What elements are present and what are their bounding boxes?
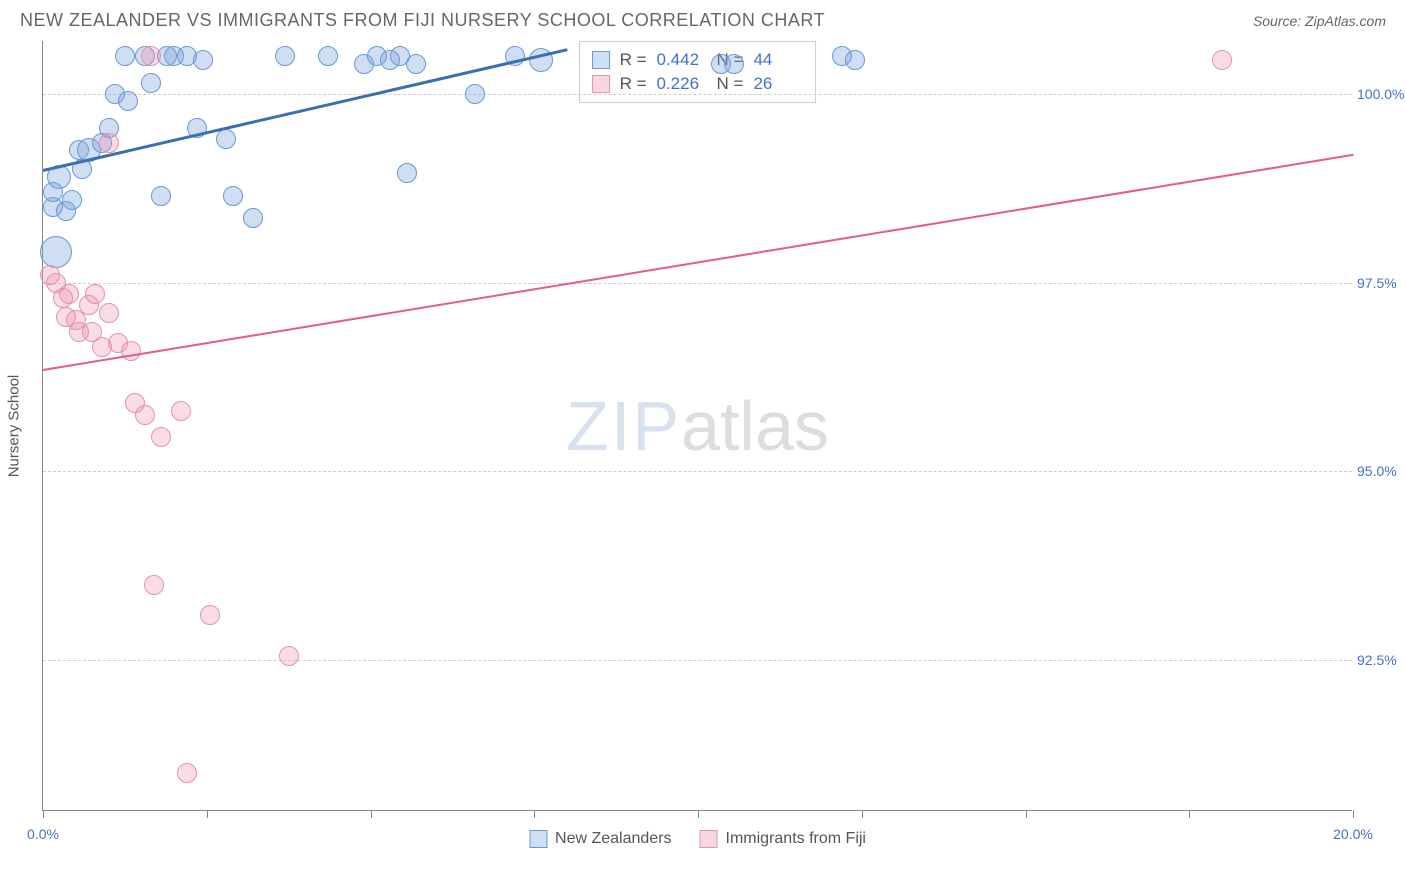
- x-tick: [698, 810, 699, 818]
- legend: New Zealanders Immigrants from Fiji: [529, 830, 866, 848]
- swatch-series-1: [592, 75, 610, 93]
- data-point: [465, 84, 485, 104]
- x-tick: [43, 810, 44, 818]
- y-tick-label: 100.0%: [1357, 86, 1406, 102]
- stats-r-label: R =: [620, 74, 647, 94]
- x-tick: [534, 810, 535, 818]
- data-point: [115, 46, 135, 66]
- data-point: [279, 646, 299, 666]
- chart-header: NEW ZEALANDER VS IMMIGRANTS FROM FIJI NU…: [0, 0, 1406, 36]
- y-tick-label: 97.5%: [1357, 275, 1406, 291]
- stats-r-value-0: 0.442: [657, 50, 707, 70]
- data-point: [141, 73, 161, 93]
- data-point: [223, 186, 243, 206]
- data-point: [135, 405, 155, 425]
- x-tick: [207, 810, 208, 818]
- gridline: [43, 94, 1352, 95]
- legend-swatch-1: [700, 830, 718, 848]
- stats-n-value-0: 44: [753, 50, 803, 70]
- y-axis-label: Nursery School: [6, 375, 23, 478]
- data-point: [141, 46, 161, 66]
- data-point: [243, 208, 263, 228]
- data-point: [216, 129, 236, 149]
- chart-source: Source: ZipAtlas.com: [1253, 13, 1386, 29]
- data-point: [193, 50, 213, 70]
- legend-label-0: New Zealanders: [555, 830, 672, 848]
- stats-r-value-1: 0.226: [657, 74, 707, 94]
- x-tick-label: 0.0%: [27, 826, 59, 842]
- data-point: [99, 133, 119, 153]
- x-tick: [1353, 810, 1354, 818]
- x-tick: [371, 810, 372, 818]
- data-point: [62, 190, 82, 210]
- chart-container: Nursery School ZIPatlas R = 0.442 N = 44…: [42, 41, 1386, 811]
- data-point: [40, 236, 72, 268]
- data-point: [59, 284, 79, 304]
- data-point: [177, 763, 197, 783]
- data-point: [397, 163, 417, 183]
- legend-swatch-0: [529, 830, 547, 848]
- gridline: [43, 660, 1352, 661]
- stats-n-label: N =: [717, 74, 744, 94]
- data-point: [318, 46, 338, 66]
- data-point: [151, 427, 171, 447]
- watermark: ZIPatlas: [566, 386, 829, 466]
- data-point: [151, 186, 171, 206]
- trend-line: [43, 154, 1353, 371]
- swatch-series-0: [592, 51, 610, 69]
- data-point: [171, 401, 191, 421]
- gridline: [43, 283, 1352, 284]
- stats-n-value-1: 26: [753, 74, 803, 94]
- stats-r-label: R =: [620, 50, 647, 70]
- data-point: [99, 303, 119, 323]
- legend-item-1: Immigrants from Fiji: [700, 830, 866, 848]
- watermark-zip: ZIP: [566, 387, 681, 465]
- data-point: [1212, 50, 1232, 70]
- data-point: [118, 91, 138, 111]
- data-point: [275, 46, 295, 66]
- chart-title: NEW ZEALANDER VS IMMIGRANTS FROM FIJI NU…: [20, 10, 825, 31]
- data-point: [144, 575, 164, 595]
- y-tick-label: 92.5%: [1357, 652, 1406, 668]
- plot-area: ZIPatlas R = 0.442 N = 44 R = 0.226 N = …: [42, 41, 1352, 811]
- x-tick: [862, 810, 863, 818]
- stats-row-series-0: R = 0.442 N = 44: [592, 48, 804, 72]
- stats-row-series-1: R = 0.226 N = 26: [592, 72, 804, 96]
- data-point: [85, 284, 105, 304]
- legend-label-1: Immigrants from Fiji: [726, 830, 866, 848]
- data-point: [724, 54, 744, 74]
- x-tick-label: 20.0%: [1333, 826, 1373, 842]
- gridline: [43, 471, 1352, 472]
- data-point: [406, 54, 426, 74]
- data-point: [200, 605, 220, 625]
- trend-line: [43, 49, 568, 172]
- legend-item-0: New Zealanders: [529, 830, 672, 848]
- data-point: [845, 50, 865, 70]
- x-tick: [1026, 810, 1027, 818]
- watermark-atlas: atlas: [681, 387, 829, 465]
- x-tick: [1189, 810, 1190, 818]
- y-tick-label: 95.0%: [1357, 463, 1406, 479]
